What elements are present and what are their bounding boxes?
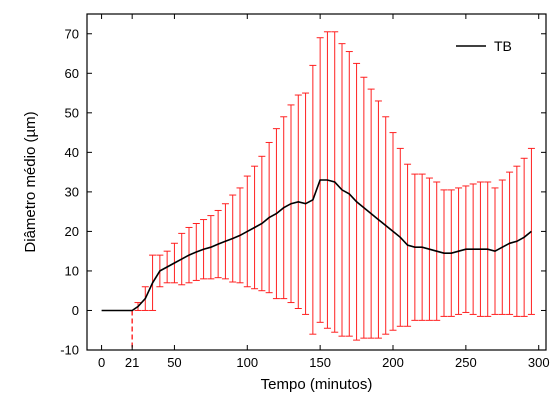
error-bar (527, 147, 535, 315)
y-tick-label: 60 (65, 66, 79, 81)
legend-label-tb: TB (494, 38, 512, 54)
y-tick-label: 0 (72, 303, 79, 318)
plot-layer (101, 31, 535, 350)
x-tick-label: 150 (309, 355, 331, 370)
y-tick-label: 30 (65, 184, 79, 199)
x-axis-title: Tempo (minutos) (261, 376, 373, 393)
series-line-tb (101, 179, 532, 312)
y-tick-label: 10 (65, 263, 79, 278)
x-tick-label: 21 (125, 355, 139, 370)
y-tick-label: 20 (65, 224, 79, 239)
y-tick-label: 40 (65, 145, 79, 160)
y-axis-title: Diâmetro médio (µm) (22, 111, 39, 252)
y-tick-label: 50 (65, 105, 79, 120)
x-tick-label: 0 (98, 355, 105, 370)
x-tick-label: 100 (236, 355, 258, 370)
x-tick-label: 300 (528, 355, 550, 370)
x-tick-label: 200 (382, 355, 404, 370)
y-tick-label: 70 (65, 26, 79, 41)
y-tick-label: -10 (60, 343, 79, 358)
x-tick-label: 250 (455, 355, 477, 370)
tick-layer: 0 21 50 100 150 200 250 300 -10 0 10 20 30 40 50 60 70 (60, 14, 550, 370)
plot-frame (86, 13, 547, 351)
x-tick-label: 50 (167, 355, 181, 370)
legend: TB (456, 38, 512, 54)
